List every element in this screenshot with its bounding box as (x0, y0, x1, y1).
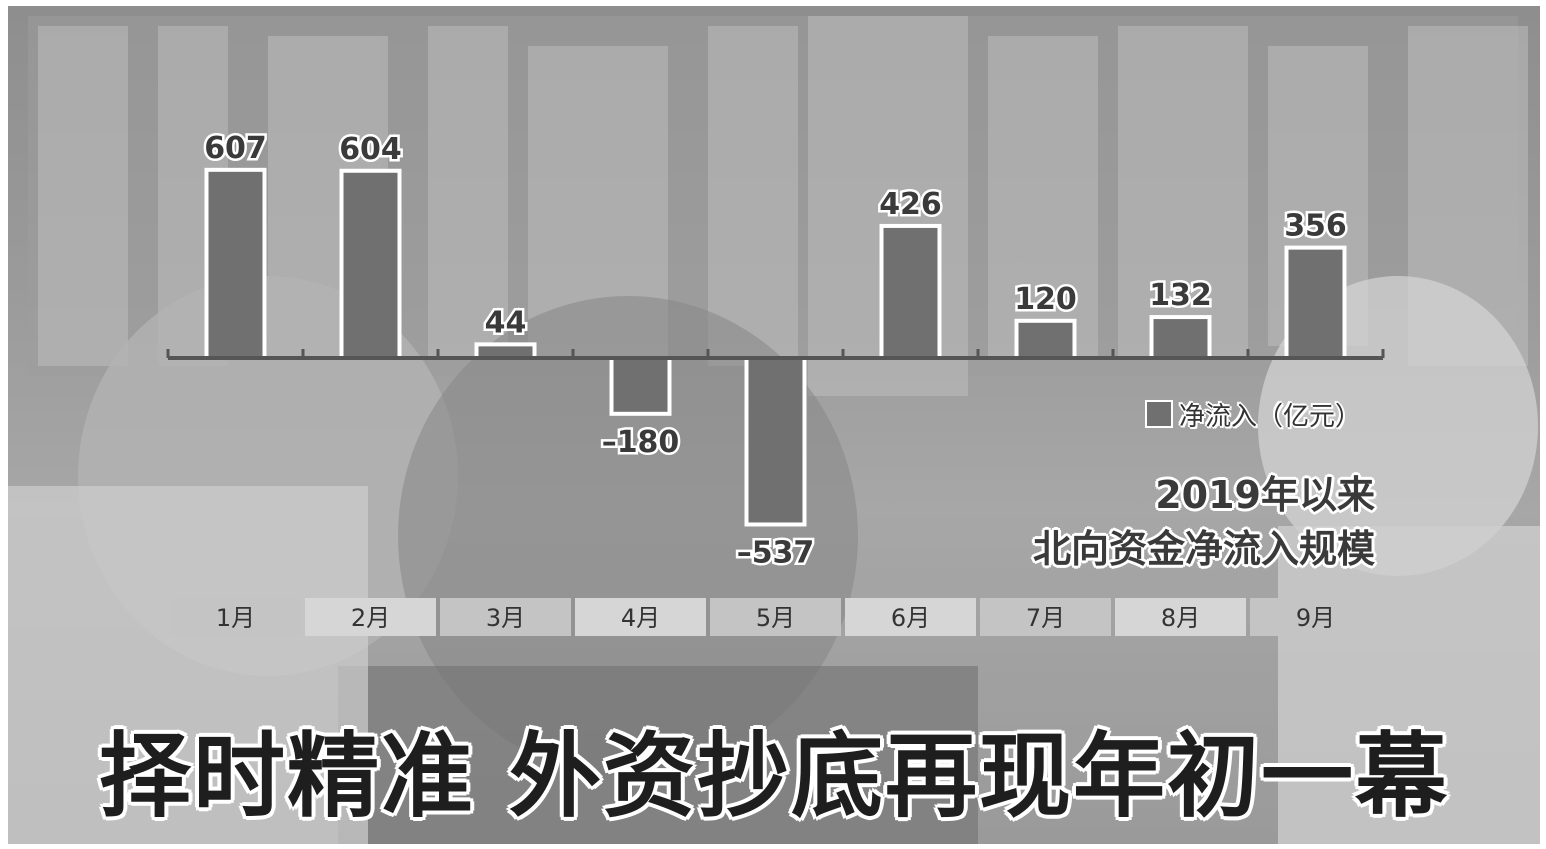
month-label-5: 5月 (756, 604, 795, 632)
month-cell-9 (1250, 598, 1381, 636)
bar-3 (474, 342, 537, 360)
legend: 净流入（亿元） (1145, 396, 1361, 432)
month-cell-4 (575, 598, 706, 636)
x-axis-ticks (166, 349, 1385, 358)
data-labels: 607 604 44 –180 –537 426 120 132 356 (202, 128, 1350, 573)
month-label-2: 2月 (351, 604, 390, 632)
chart-title-line-2: 北向资金净流入规模 (1032, 527, 1375, 571)
bar-6 (879, 223, 942, 360)
month-label-8: 8月 (1161, 604, 1200, 632)
bar-2 (339, 168, 402, 360)
bar-1 (204, 167, 267, 360)
data-label-3: 44 (485, 305, 527, 340)
month-label-4: 4月 (621, 604, 660, 632)
headline: 择时精准 外资抄底再现年初一幕 (98, 723, 1450, 830)
month-band (170, 598, 1381, 636)
chart-frame: 607 604 44 –180 –537 426 120 132 356 1月 2月 3月 4月 5月 6… (8, 6, 1540, 844)
data-label-8: 132 (1149, 278, 1212, 313)
data-label-6: 426 (879, 187, 942, 222)
month-cell-6 (845, 598, 976, 636)
month-cell-3 (440, 598, 571, 636)
month-label-7: 7月 (1026, 604, 1065, 632)
data-label-1: 607 (204, 131, 267, 166)
month-label-9: 9月 (1296, 604, 1335, 632)
month-cell-2 (305, 598, 436, 636)
data-label-2: 604 (339, 132, 402, 167)
month-label-3: 3月 (486, 604, 525, 632)
bar-chart: 607 604 44 –180 –537 426 120 132 356 1月 2月 3月 4月 5月 6… (166, 128, 1385, 636)
legend-swatch (1145, 400, 1173, 428)
month-cell-5 (710, 598, 841, 636)
month-label-1: 1月 (216, 604, 255, 632)
bar-5 (744, 356, 807, 527)
month-labels: 1月 2月 3月 4月 5月 6月 7月 8月 9月 (216, 604, 1335, 632)
data-label-5: –537 (737, 535, 815, 570)
month-cell-8 (1115, 598, 1246, 636)
bar-9 (1284, 245, 1347, 360)
month-label-6: 6月 (891, 604, 930, 632)
month-cell-1 (170, 598, 301, 636)
bar-4 (609, 356, 672, 416)
legend-label: 净流入（亿元） (1179, 401, 1362, 432)
bars (204, 167, 1347, 527)
data-label-9: 356 (1284, 209, 1347, 244)
data-label-4: –180 (602, 425, 680, 460)
month-cell-7 (980, 598, 1111, 636)
bar-8 (1149, 315, 1212, 360)
bar-7 (1014, 318, 1077, 360)
chart-title-line-1: 2019年以来 (1155, 473, 1375, 517)
data-label-7: 120 (1014, 282, 1077, 317)
